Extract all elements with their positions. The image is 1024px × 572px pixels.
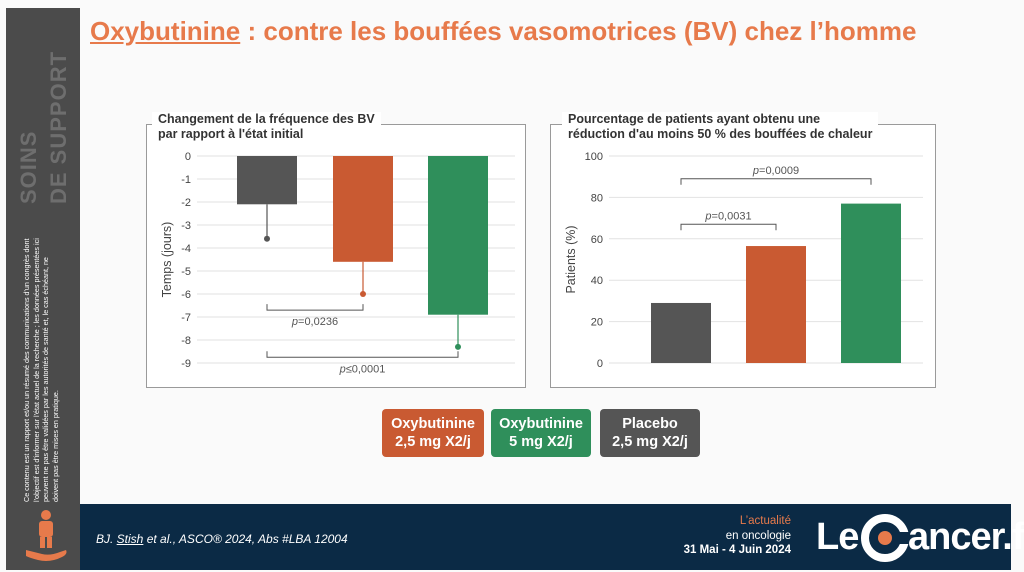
p-value-label: p=0,0236 <box>291 316 338 328</box>
citation-author-name: Stish <box>116 532 144 546</box>
title-drug: Oxybutinine <box>90 16 241 46</box>
sidebar: SOINS DE SUPPORT Ce contenu est un rappo… <box>6 8 80 570</box>
p-value-label: p≤0,0001 <box>339 363 386 375</box>
citation-rest: et al., ASCO® 2024, Abs #LBA 12004 <box>143 532 348 546</box>
y-tick-label: -9 <box>181 358 191 370</box>
significance-bracket <box>680 178 872 185</box>
citation-author: BJ. <box>96 532 117 546</box>
bar <box>746 246 806 363</box>
bar <box>841 203 901 363</box>
chart-frequency-title: Changement de la fréquence des BV par ra… <box>152 112 381 142</box>
significance-bracket <box>266 304 364 311</box>
error-point <box>360 291 366 297</box>
event-line1: L’actualité <box>739 515 791 527</box>
legend-line2: 5 mg X2/j <box>509 434 573 450</box>
y-tick-label: -5 <box>181 266 191 278</box>
legend-oxybutinine-5: Oxybutinine 5 mg X2/j <box>491 409 591 457</box>
event-line2: en oncologie <box>725 529 791 542</box>
y-tick-label: -6 <box>181 289 191 301</box>
bar <box>237 156 297 205</box>
y-axis-label: Patients (%) <box>564 225 578 293</box>
bar <box>651 302 711 363</box>
y-tick-label: -3 <box>181 220 191 232</box>
legend-line1: Oxybutinine <box>391 416 475 432</box>
logo-le: Le <box>816 516 859 558</box>
chart-patients-title: Pourcentage de patients ayant obtenu une… <box>562 112 879 142</box>
y-tick-label: 100 <box>585 151 603 163</box>
p-value-label: p=0,0009 <box>752 165 799 177</box>
legend-line2: 2,5 mg X2/j <box>395 434 471 450</box>
y-tick-label: -4 <box>181 243 191 255</box>
chart-frequency-title-line2: par rapport à l'état initial <box>158 127 304 141</box>
event-info: L’actualité en oncologie 31 Mai - 4 Juin… <box>684 514 791 558</box>
y-tick-label: 0 <box>185 151 191 163</box>
y-tick-label: -8 <box>181 335 191 347</box>
sidebar-disclaimer: Ce contenu est un rapport et/ou un résum… <box>22 238 60 502</box>
legend-oxybutinine-2-5: Oxybutinine 2,5 mg X2/j <box>382 409 484 457</box>
chart-panel-patients: 100 80 60 40 20 0 Patients (%) p=0,0031 p=0,0009 <box>550 124 936 388</box>
supportive-care-icon <box>26 510 67 561</box>
sidebar-title-line2: DE SUPPORT <box>46 50 71 204</box>
sidebar-title: SOINS DE SUPPORT <box>10 22 80 212</box>
chart-frequency: 0 -1 -2 -3 -4 -5 -6 -7 -8 -9 Temps (jours) p=0,0236… <box>160 151 515 375</box>
y-tick-label: 20 <box>591 317 603 329</box>
event-dates: 31 Mai - 4 Juin 2024 <box>683 544 791 556</box>
bar <box>428 156 488 315</box>
significance-bracket <box>266 351 459 358</box>
title-rest: : contre les bouffées vasomotrices (BV) … <box>240 16 917 46</box>
footer: BJ. Stish et al., ASCO® 2024, Abs #LBA 1… <box>80 504 1024 570</box>
legend-line1: Oxybutinine <box>499 416 583 432</box>
legend-placebo: Placebo 2,5 mg X2/j <box>600 409 700 457</box>
y-tick-label: 40 <box>591 275 603 287</box>
significance-bracket <box>680 223 777 231</box>
p-value-label: p=0,0031 <box>704 210 751 222</box>
error-point <box>455 343 461 350</box>
chart-patients-title-line2: réduction d'au moins 50 % des bouffées d… <box>568 127 873 141</box>
y-tick-label: 60 <box>591 234 603 246</box>
logo-c-icon <box>861 514 910 562</box>
y-tick-label: 80 <box>591 192 603 204</box>
lecancer-logo: Le ancer.fr <box>816 512 1024 564</box>
citation: BJ. Stish et al., ASCO® 2024, Abs #LBA 1… <box>96 532 348 546</box>
error-point <box>264 235 270 242</box>
y-tick-label: 0 <box>597 358 603 370</box>
y-tick-label: -2 <box>181 197 191 209</box>
y-tick-label: -1 <box>181 174 191 186</box>
y-tick-label: -7 <box>181 312 191 324</box>
sidebar-title-line1: SOINS <box>16 130 41 204</box>
chart-frequency-title-line1: Changement de la fréquence des BV <box>158 112 375 126</box>
slide-title: Oxybutinine : contre les bouffées vasomo… <box>90 16 916 47</box>
logo-rest: ancer.fr <box>908 516 1024 558</box>
y-axis-label: Temps (jours) <box>160 222 174 298</box>
sidebar-disclaimer-wrap: Ce contenu est un rapport et/ou un résum… <box>10 234 80 504</box>
legend-line1: Placebo <box>622 416 678 432</box>
legend-line2: 2,5 mg X2/j <box>612 434 688 450</box>
bar <box>333 156 393 262</box>
chart-patients: 100 80 60 40 20 0 Patients (%) p=0,0031 p=0,0009 <box>564 151 923 370</box>
chart-patients-title-line1: Pourcentage de patients ayant obtenu une <box>568 112 821 126</box>
chart-panel-frequency: 0 -1 -2 -3 -4 -5 -6 -7 -8 -9 Temps (jours) p=0,0236… <box>146 124 526 388</box>
